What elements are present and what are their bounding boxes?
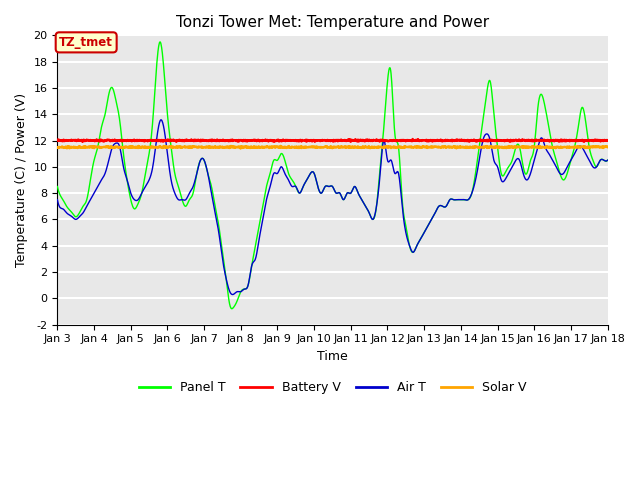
Solar V bbox=[160, 143, 168, 149]
Legend: Panel T, Battery V, Air T, Solar V: Panel T, Battery V, Air T, Solar V bbox=[134, 376, 531, 399]
Battery V bbox=[604, 137, 611, 143]
Battery V bbox=[172, 139, 180, 144]
Panel T bbox=[288, 176, 296, 182]
Battery V bbox=[118, 139, 126, 144]
Battery V bbox=[299, 137, 307, 143]
Air T bbox=[96, 180, 104, 185]
Solar V bbox=[604, 144, 611, 150]
Line: Solar V: Solar V bbox=[58, 146, 607, 148]
Battery V bbox=[367, 138, 374, 144]
Solar V bbox=[299, 144, 307, 150]
Air T bbox=[54, 197, 61, 203]
Air T bbox=[228, 292, 236, 298]
Solar V bbox=[237, 145, 244, 151]
Air T bbox=[288, 183, 296, 189]
Solar V bbox=[367, 144, 375, 150]
Battery V bbox=[308, 138, 316, 144]
Line: Air T: Air T bbox=[58, 120, 607, 295]
Panel T bbox=[54, 184, 61, 190]
Solar V bbox=[54, 144, 61, 150]
Air T bbox=[309, 169, 317, 175]
Panel T bbox=[228, 306, 236, 312]
Air T bbox=[118, 158, 126, 164]
Air T bbox=[157, 117, 164, 123]
Air T bbox=[367, 215, 375, 221]
Line: Panel T: Panel T bbox=[58, 42, 607, 309]
Panel T bbox=[118, 141, 126, 147]
Solar V bbox=[309, 144, 317, 150]
Line: Battery V: Battery V bbox=[58, 139, 607, 142]
Battery V bbox=[96, 137, 104, 143]
Battery V bbox=[409, 136, 417, 142]
Title: Tonzi Tower Met: Temperature and Power: Tonzi Tower Met: Temperature and Power bbox=[176, 15, 489, 30]
Panel T bbox=[367, 215, 375, 220]
Solar V bbox=[118, 144, 126, 150]
Battery V bbox=[287, 137, 295, 143]
Panel T bbox=[156, 39, 164, 45]
Air T bbox=[604, 157, 611, 163]
Text: TZ_tmet: TZ_tmet bbox=[60, 36, 113, 49]
Solar V bbox=[96, 144, 104, 150]
Air T bbox=[299, 184, 307, 190]
Panel T bbox=[96, 132, 104, 138]
Y-axis label: Temperature (C) / Power (V): Temperature (C) / Power (V) bbox=[15, 93, 28, 267]
Solar V bbox=[288, 144, 296, 150]
Panel T bbox=[299, 184, 307, 190]
Battery V bbox=[54, 137, 61, 143]
Panel T bbox=[309, 169, 317, 175]
Panel T bbox=[604, 157, 611, 163]
X-axis label: Time: Time bbox=[317, 350, 348, 363]
